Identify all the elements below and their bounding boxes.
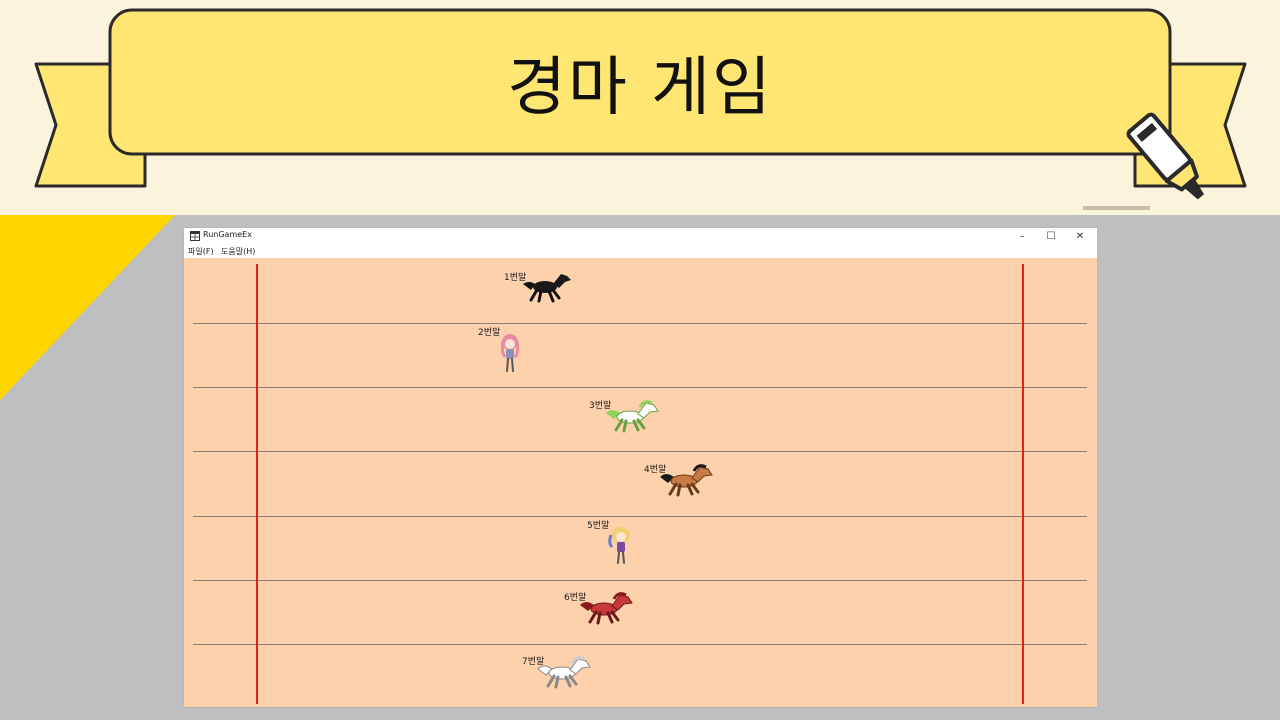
horse-5-label: 5번말 [587, 521, 610, 531]
lane-divider [193, 644, 1087, 645]
maximize-button[interactable]: ☐ [1046, 231, 1056, 242]
green-horse-icon [606, 400, 659, 433]
brown-horse-icon [660, 464, 713, 497]
menu-help[interactable]: 도움말(H) [221, 247, 256, 256]
race-track: 1번말 2번말 3번말 4번말 [184, 258, 1097, 707]
highlighter-marker-icon [1083, 112, 1204, 210]
finish-line [1022, 264, 1024, 704]
app-window-icon [190, 231, 200, 241]
lane-divider [193, 516, 1087, 517]
white-horse-icon [537, 656, 591, 689]
close-button[interactable]: ✕ [1075, 231, 1085, 242]
window-title: RunGameEx [203, 230, 252, 239]
window-titlebar[interactable]: RunGameEx – ☐ ✕ [184, 228, 1097, 245]
lane-divider [193, 323, 1087, 324]
red-horse-icon [580, 592, 633, 625]
menu-bar: 파일(F) 도움말(H) [184, 245, 1097, 258]
minimize-button[interactable]: – [1019, 231, 1025, 242]
yellow-corner-accent [0, 215, 175, 400]
horse-1-label: 1번말 [504, 273, 527, 283]
slide-title: 경마 게임 [507, 51, 773, 125]
lane-divider [193, 451, 1087, 452]
horse-3-label: 3번말 [589, 401, 612, 411]
pink-girl-runner-icon [500, 334, 520, 372]
horse-6-label: 6번말 [564, 593, 587, 603]
menu-file[interactable]: 파일(F) [188, 247, 214, 256]
app-window[interactable]: RunGameEx – ☐ ✕ 파일(F) 도움말(H) 1번말 2번말 [184, 228, 1097, 707]
blonde-girl-runner-icon [608, 527, 630, 564]
horse-7-label: 7번말 [522, 657, 545, 667]
lane-divider [193, 387, 1087, 388]
horse-2-label: 2번말 [478, 328, 501, 338]
horse-4-label: 4번말 [644, 465, 667, 475]
black-horse-icon [523, 274, 571, 303]
lane-divider [193, 580, 1087, 581]
title-ribbon-banner [34, 8, 1247, 210]
start-line [256, 264, 258, 704]
